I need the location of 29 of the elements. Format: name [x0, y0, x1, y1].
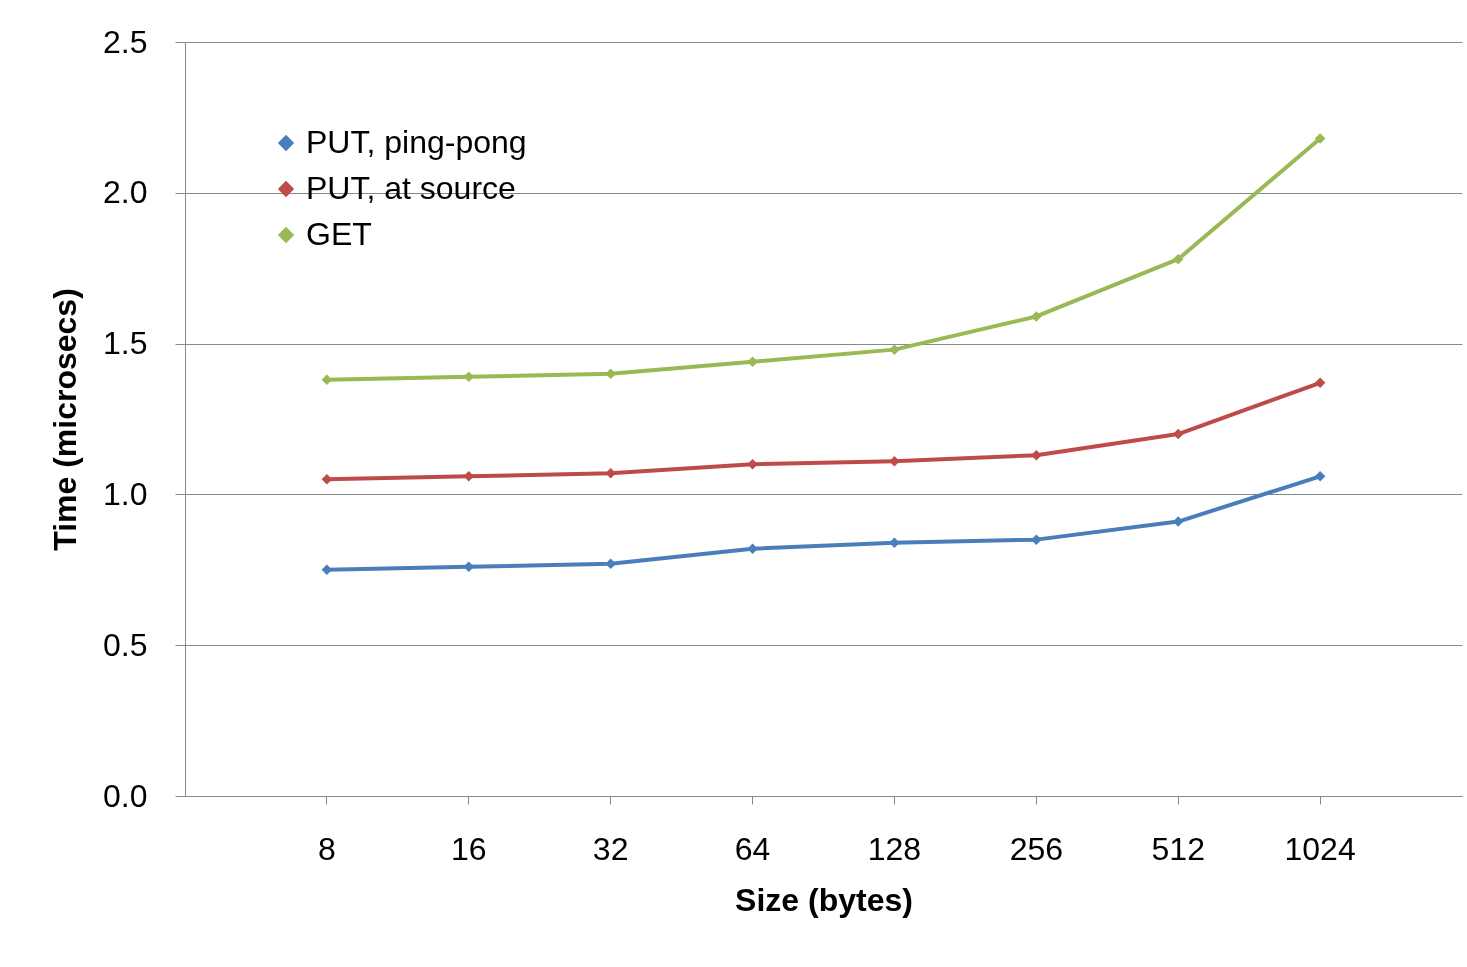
x-tick-label: 512	[1151, 830, 1205, 867]
x-tick-label: 8	[317, 830, 336, 867]
point	[1031, 449, 1042, 461]
point	[1031, 534, 1042, 545]
legend-label: PUT, ping-pong	[306, 124, 527, 160]
y-tick-label: 2.0	[103, 174, 148, 211]
y-tick-label: 2.5	[103, 23, 148, 60]
x-tick-label: 256	[1009, 830, 1064, 867]
point	[1314, 133, 1326, 144]
y-axis-title: Time (microsecs)	[47, 288, 84, 551]
point	[1314, 471, 1326, 482]
point	[1172, 253, 1184, 265]
x-tick-label: 1024	[1284, 830, 1356, 867]
legend-label: GET	[306, 216, 372, 252]
point	[1031, 311, 1042, 322]
y-tick-label: 0.5	[103, 626, 148, 663]
y-tick-label: 1.0	[103, 475, 148, 512]
x-tick-label: 16	[450, 830, 487, 867]
x-tick-label: 128	[867, 830, 922, 867]
point	[1314, 377, 1326, 389]
y-tick-label: 0.0	[103, 777, 148, 814]
point	[747, 543, 758, 554]
x-tick-label: 32	[592, 830, 629, 867]
point	[747, 356, 758, 367]
x-axis-title: Size (bytes)	[735, 881, 913, 918]
point	[889, 344, 900, 355]
legend-label: PUT, at source	[306, 170, 516, 206]
x-tick-label: 64	[734, 830, 771, 867]
y-tick-label: 1.5	[103, 325, 148, 362]
